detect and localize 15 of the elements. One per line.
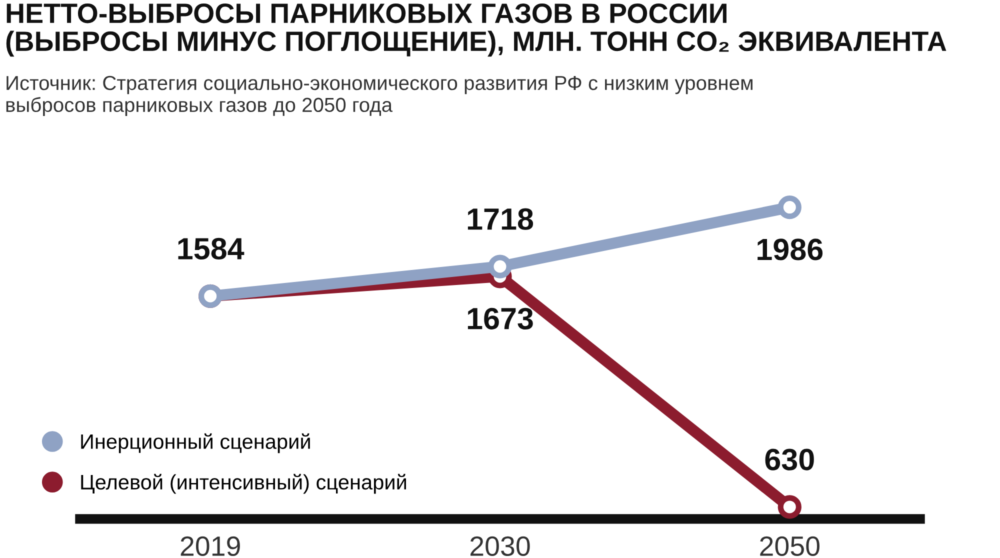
x-tick-label: 2050 xyxy=(760,536,820,556)
legend-label: Целевой (интенсивный) сценарий xyxy=(81,474,406,494)
x-tick-label: 2019 xyxy=(180,536,240,556)
text: Источник: Стратегия социально-экономического развития РФ с низким уровнем выбросов парниковых газов до 2050 года xyxy=(6,76,752,116)
x-tick-label: 2030 xyxy=(470,536,530,556)
legend-label: Инерционный сценарий xyxy=(81,433,310,454)
data-label: 1584 xyxy=(178,238,244,260)
point xyxy=(488,254,512,278)
point xyxy=(778,195,802,220)
data-label: 1673 xyxy=(468,308,533,330)
data-label: 1986 xyxy=(758,238,823,260)
data-label: 1718 xyxy=(468,208,534,230)
data-label: 630 xyxy=(765,448,814,470)
point xyxy=(778,495,802,519)
chart-title: НЕТТО-ВЫБРОСЫ ПАРНИКОВЫХ ГАЗОВ В РОССИИ (ВЫБРОСЫ МИНУС ПОГЛОЩЕНИЕ), МЛН. ТОНН CO₂ ЭКВИВАЛЕНТА xyxy=(6,4,946,57)
